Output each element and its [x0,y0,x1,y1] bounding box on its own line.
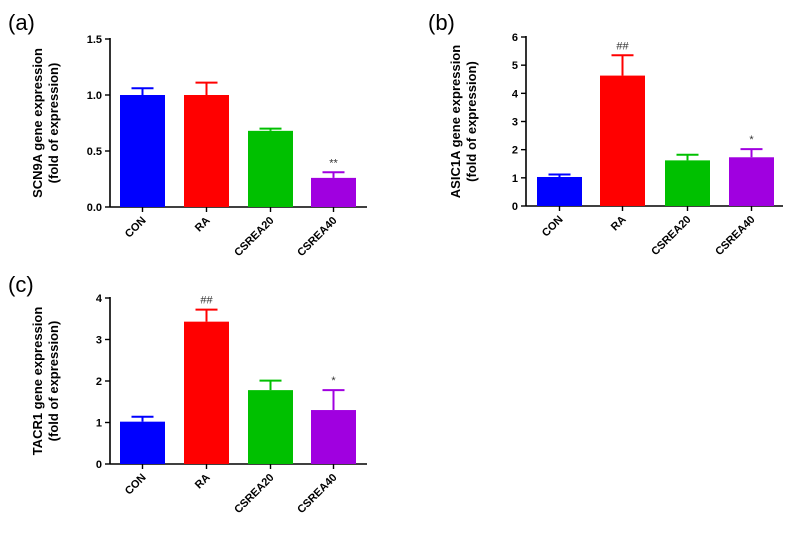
bar-csrea20 [665,160,710,206]
y-tick-label: 0.0 [87,202,102,214]
y-tick-label: 0 [96,459,102,471]
x-tick-label: CSREA40 [295,215,339,259]
chart-panel-c: (c) TACR1 gene expression (fold of express… [8,272,367,516]
significance-marker: * [749,134,754,146]
x-tick-label: CON [540,214,566,240]
y-axis-label-line2: (fold of expression) [464,61,479,182]
y-tick-label: 2 [96,376,102,388]
bar-ra [184,321,229,464]
x-tick-label: RA [193,215,213,235]
y-axis-label: SCN9A gene expression [30,48,45,198]
y-tick-label: 3 [96,335,102,347]
panel-label: (b) [428,10,455,35]
bar-con [120,95,165,207]
bar-ra [184,95,229,207]
y-axis-label: TACR1 gene expression [30,307,45,456]
y-tick-label: 4 [96,293,103,305]
significance-marker: ## [616,40,629,52]
x-tick-label: CSREA20 [649,214,693,258]
y-tick-label: 1 [96,418,102,430]
bar-csrea20 [248,390,293,464]
significance-marker: ** [329,157,338,169]
bar-con [120,421,165,464]
x-tick-label: CSREA20 [232,472,276,516]
y-tick-label: 0.5 [87,146,102,158]
significance-marker: * [331,375,336,387]
bar-csrea40 [311,177,356,207]
y-tick-label: 5 [512,60,518,72]
significance-marker: ## [200,295,213,307]
bar-csrea40 [311,410,356,464]
y-tick-label: 1 [512,173,518,185]
y-tick-label: 6 [512,32,518,44]
y-tick-label: 3 [512,117,518,129]
x-tick-label: CSREA40 [295,472,339,516]
panel-label: (a) [8,10,35,35]
y-tick-label: 0 [512,201,518,213]
y-axis-label-line2: (fold of expression) [46,321,61,442]
y-tick-label: 1.0 [87,90,102,102]
y-tick-label: 2 [512,145,518,157]
x-tick-label: CSREA40 [713,214,757,258]
chart-panel-a: (a) SCN9A gene expression (fold of express… [8,10,367,259]
x-tick-label: CSREA20 [232,215,276,259]
x-tick-label: CON [123,472,149,498]
chart-panel-b: (b) ASIC1A gene expression (fold of expres… [428,10,783,258]
x-tick-label: RA [609,214,629,234]
bar-ra [600,75,645,206]
y-tick-label: 1.5 [87,34,102,46]
x-tick-label: CON [123,215,149,241]
x-tick-label: RA [193,472,213,492]
bar-con [537,176,582,206]
y-axis-label-line2: (fold of expression) [46,63,61,184]
panel-label: (c) [8,272,34,297]
y-axis-label: ASIC1A gene expression [448,45,463,198]
y-tick-label: 4 [512,88,519,100]
bar-csrea20 [248,130,293,207]
bar-csrea40 [729,157,774,206]
